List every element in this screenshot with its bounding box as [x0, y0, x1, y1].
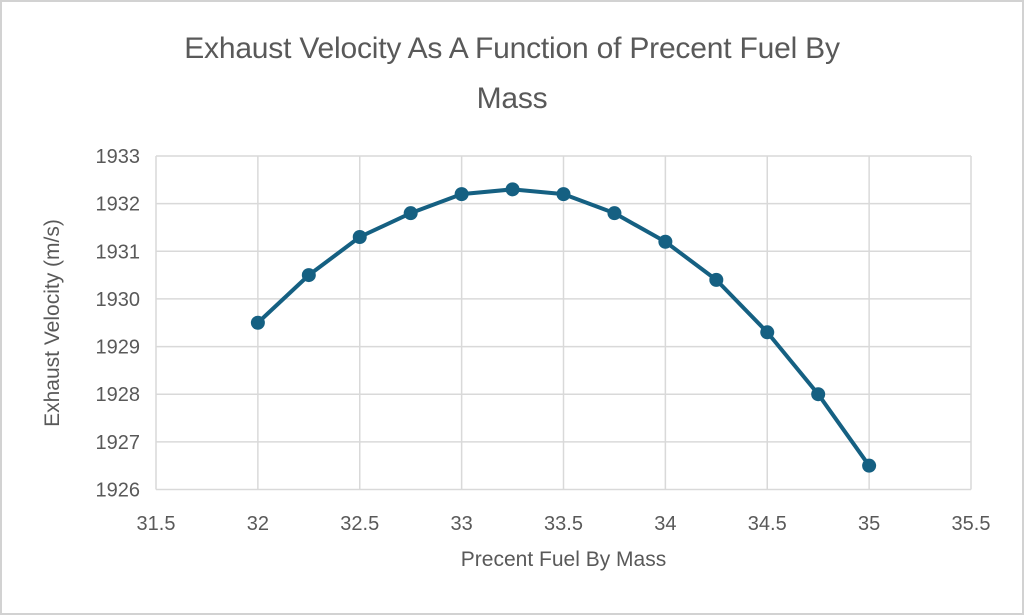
chart-title-line-2: Mass	[476, 82, 548, 115]
data-point-marker	[607, 206, 622, 221]
y-tick-label: 1928	[96, 384, 141, 406]
y-tick-label: 1927	[96, 432, 141, 454]
data-point-marker	[352, 229, 367, 244]
data-point-marker	[454, 187, 469, 202]
chart-title-line-1: Exhaust Velocity As A Function of Precen…	[184, 32, 840, 65]
y-tick-label: 1933	[96, 146, 141, 168]
x-tick-label: 32	[247, 513, 269, 535]
x-tick-label: 35.5	[952, 513, 991, 535]
y-tick-label: 1926	[96, 480, 141, 502]
x-tick-label: 34	[654, 513, 676, 535]
chart-title: Exhaust Velocity As A Function of Precen…	[2, 24, 1022, 124]
data-point-marker	[403, 206, 418, 221]
data-point-marker	[556, 187, 571, 202]
data-point-marker	[505, 182, 520, 197]
y-axis-title: Exhaust Velocity (m/s)	[41, 219, 64, 427]
x-tick-label: 32.5	[340, 513, 379, 535]
data-point-marker	[301, 268, 316, 283]
y-tick-label: 1930	[96, 289, 141, 311]
y-tick-label: 1932	[96, 194, 141, 216]
x-tick-label: 34.5	[748, 513, 787, 535]
y-tick-label: 1929	[96, 337, 141, 359]
data-point-marker	[250, 315, 265, 330]
x-tick-label: 31.5	[137, 513, 176, 535]
x-tick-label: 35	[858, 513, 880, 535]
x-axis-title: Precent Fuel By Mass	[460, 548, 667, 571]
data-point-marker	[862, 458, 877, 473]
data-point-marker	[760, 325, 775, 340]
y-tick-label: 1931	[96, 241, 141, 263]
x-tick-label: 33	[451, 513, 473, 535]
data-point-marker	[811, 387, 826, 402]
data-point-marker	[658, 234, 673, 249]
x-tick-label: 33.5	[544, 513, 583, 535]
data-point-marker	[709, 272, 724, 287]
